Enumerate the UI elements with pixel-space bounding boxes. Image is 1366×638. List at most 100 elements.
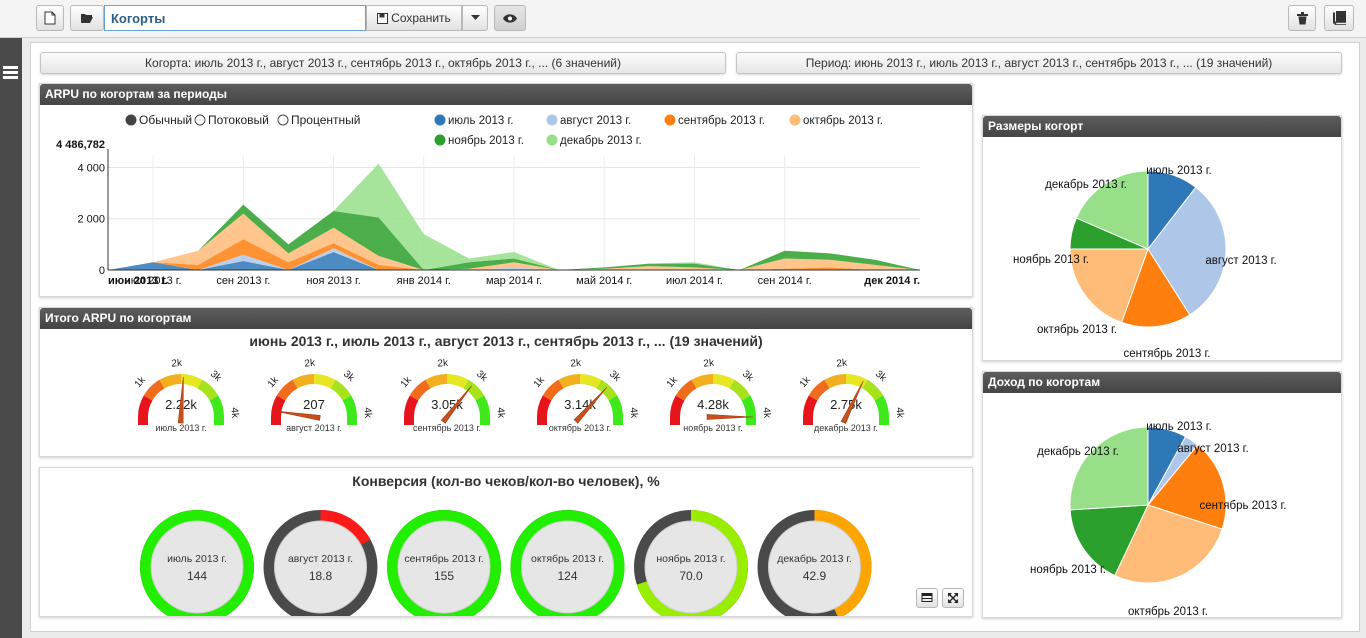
donut-center bbox=[768, 520, 861, 614]
gauge-band bbox=[862, 379, 884, 401]
open-report-button[interactable] bbox=[70, 5, 104, 31]
table-view-button[interactable] bbox=[916, 588, 938, 608]
new-report-button[interactable] bbox=[36, 5, 64, 31]
file-icon bbox=[44, 11, 56, 25]
donut-label: октябрь 2013 г. bbox=[531, 553, 604, 565]
pie-slice-октябрь-2013-г[interactable] bbox=[1069, 248, 1149, 324]
arpu-area-chart[interactable]: Обычный Потоковый Процентный июль 2013 г… bbox=[40, 105, 974, 297]
legend-label: июль 2013 г. bbox=[448, 115, 513, 127]
legend-item-октябрь-2013-г[interactable]: октябрь 2013 г. bbox=[789, 114, 883, 128]
donut-fill bbox=[636, 510, 748, 624]
revenue-pie[interactable]: июль 2013 г. август 2013 г. сентябрь 2013 … bbox=[983, 393, 1343, 618]
pie-slice-сентябрь-2013-г[interactable] bbox=[1120, 247, 1191, 328]
donut-сентябрь-2013-г[interactable]: сентябрь 2013 г. 155 bbox=[387, 510, 501, 624]
gauge-label: ноябрь 2013 г. bbox=[683, 423, 742, 433]
period-filter[interactable]: Период: июнь 2013 г., июль 2013 г., авгу… bbox=[736, 52, 1342, 74]
area-series-октябрь-2013-г[interactable] bbox=[108, 213, 920, 270]
gauge-band bbox=[425, 374, 447, 389]
gauge-ноябрь-2013-г[interactable]: 1k 2k 3k 4k 4.28k ноябрь 2013 г. bbox=[665, 358, 773, 433]
pie-label-ноябрь-2013-г: ноябрь 2013 г. bbox=[1013, 254, 1089, 266]
cohort-sizes-pie[interactable]: июль 2013 г. август 2013 г. сентябрь 2013 … bbox=[983, 137, 1343, 361]
revenue-panel-title: Доход по когортам bbox=[983, 372, 1341, 393]
delete-button[interactable] bbox=[1288, 5, 1316, 31]
gauge-scale-label: 2k bbox=[836, 358, 848, 370]
area-series-сентябрь-2013-г[interactable] bbox=[108, 239, 920, 270]
donut-value: 144 bbox=[187, 569, 207, 583]
fullscreen-button[interactable] bbox=[942, 588, 964, 608]
cohort-sizes-panel: Размеры когорт июль 2013 г. август 2013 г… bbox=[982, 115, 1342, 361]
book-button[interactable] bbox=[1324, 5, 1354, 31]
mode-radio-stream[interactable]: Потоковый bbox=[194, 113, 269, 127]
donut-октябрь-2013-г[interactable]: октябрь 2013 г. 124 bbox=[510, 510, 625, 624]
area-series-июль-2013-г[interactable] bbox=[108, 252, 920, 270]
donut-ноябрь-2013-г[interactable]: ноябрь 2013 г. 70.0 bbox=[634, 510, 748, 624]
gauge-label: сентябрь 2013 г. bbox=[413, 423, 481, 433]
gauge-band bbox=[713, 374, 735, 389]
pie-label-октябрь-2013-г: октябрь 2013 г. bbox=[1128, 606, 1208, 618]
gauge-scale-label: 3k bbox=[208, 369, 224, 385]
gauge-band bbox=[675, 379, 697, 401]
donut-июль-2013-г[interactable]: июль 2013 г. 144 bbox=[140, 510, 254, 624]
legend-label: декабрь 2013 г. bbox=[560, 135, 642, 147]
legend-item-август-2013-г[interactable]: август 2013 г. bbox=[546, 114, 632, 128]
gauge-декабрь-2013-г[interactable]: 1k 2k 3k 4k 2.75k декабрь 2013 г. bbox=[798, 358, 906, 433]
donut-value: 155 bbox=[434, 569, 454, 583]
gauge-scale-label: 3k bbox=[341, 369, 357, 385]
mode-label-stream: Потоковый bbox=[208, 113, 269, 127]
gauge-band bbox=[404, 395, 419, 417]
gauge-band bbox=[580, 374, 602, 389]
gauge-value: 4.28k bbox=[697, 397, 729, 412]
menu-icon[interactable] bbox=[3, 66, 18, 79]
legend-item-сентябрь-2013-г[interactable]: сентябрь 2013 г. bbox=[664, 114, 765, 128]
gauge-scale-label: 1k bbox=[399, 374, 415, 390]
pie-slice-август-2013-г[interactable] bbox=[1147, 186, 1227, 316]
gauge-band bbox=[271, 417, 281, 425]
donut-center bbox=[521, 520, 614, 614]
save-options-dropdown[interactable] bbox=[462, 5, 488, 31]
pie-slice-декабрь-2013-г[interactable] bbox=[1069, 426, 1149, 511]
gauge-band bbox=[330, 379, 352, 401]
gauge-август-2013-г[interactable]: 1k 2k 3k 4k 207 август 2013 г. bbox=[266, 358, 374, 433]
gauge-band bbox=[729, 379, 751, 401]
conversion-title: Конверсия (кол-во чеков/кол-во человек),… bbox=[352, 473, 660, 489]
gauge-band bbox=[670, 395, 685, 417]
y-tick-label: 4 000 bbox=[77, 162, 105, 174]
conversion-donuts: Конверсия (кол-во чеков/кол-во человек),… bbox=[140, 473, 872, 624]
revenue-panel: Доход по когортам июль 2013 г. август 201… bbox=[982, 371, 1342, 618]
cohort-filter[interactable]: Когорта: июль 2013 г., август 2013 г., с… bbox=[40, 52, 726, 74]
gauge-label: август 2013 г. bbox=[286, 423, 342, 433]
pie-slice-декабрь-2013-г[interactable] bbox=[1075, 170, 1149, 250]
pie-slice-ноябрь-2013-г[interactable] bbox=[1069, 504, 1149, 577]
gauge-scale-label: 4k bbox=[494, 407, 506, 419]
arpu-gauges: июнь 2013 г., июль 2013 г., август 2013 … bbox=[133, 333, 906, 433]
x-tick-label: ноя 2013 г. bbox=[306, 275, 360, 287]
pie-slice-сентябрь-2013-г[interactable] bbox=[1147, 444, 1227, 530]
donut-декабрь-2013-г[interactable]: декабрь 2013 г. 42.9 bbox=[757, 510, 872, 624]
gauge-scale-label: 2k bbox=[304, 358, 316, 370]
legend-item-декабрь-2013-г[interactable]: декабрь 2013 г. bbox=[546, 134, 642, 148]
save-button[interactable]: Сохранить bbox=[366, 5, 462, 31]
book-icon bbox=[1332, 11, 1346, 25]
legend-item-ноябрь-2013-г[interactable]: ноябрь 2013 г. bbox=[434, 134, 524, 148]
area-series-ноябрь-2013-г[interactable] bbox=[108, 204, 920, 270]
gauge-value: 2.75k bbox=[830, 397, 862, 412]
gauge-band bbox=[342, 395, 357, 417]
preview-button[interactable] bbox=[494, 5, 526, 31]
gauge-band bbox=[542, 379, 564, 401]
pie-label-август-2013-г: август 2013 г. bbox=[1205, 255, 1276, 267]
mode-radio-normal[interactable]: Обычный bbox=[125, 113, 192, 127]
report-name-input[interactable] bbox=[104, 5, 366, 31]
gauges-panel: Итого ARPU по когортам июнь 2013 г., июл… bbox=[39, 307, 973, 457]
table-icon bbox=[921, 593, 933, 602]
x-tick-label: сен 2014 г. bbox=[758, 275, 812, 287]
donut-август-2013-г[interactable]: август 2013 г. 18.8 bbox=[263, 510, 378, 624]
pie-slice-октябрь-2013-г[interactable] bbox=[1114, 504, 1223, 584]
x-tick-label: июл 2013 г. bbox=[125, 275, 182, 287]
gauge-label: июль 2013 г. bbox=[155, 423, 206, 433]
mode-radio-percent[interactable]: Процентный bbox=[277, 113, 360, 127]
legend-item-июль-2013-г[interactable]: июль 2013 г. bbox=[434, 114, 514, 128]
gauge-scale-label: 1k bbox=[266, 374, 282, 390]
